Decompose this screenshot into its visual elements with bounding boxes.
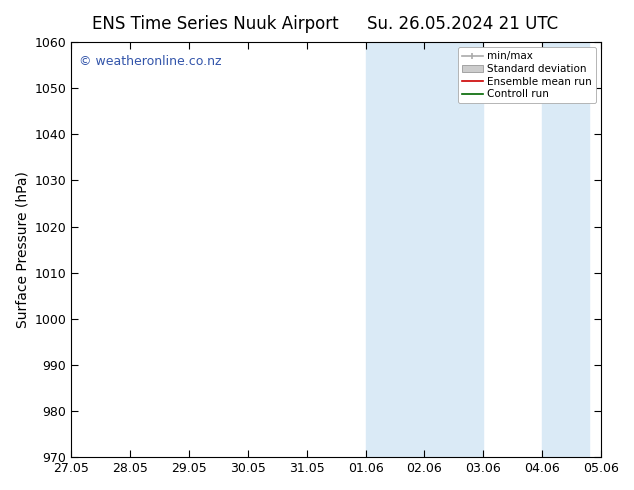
Text: Su. 26.05.2024 21 UTC: Su. 26.05.2024 21 UTC	[367, 15, 559, 33]
Bar	[542, 42, 589, 457]
Y-axis label: Surface Pressure (hPa): Surface Pressure (hPa)	[15, 171, 29, 328]
Text: © weatheronline.co.nz: © weatheronline.co.nz	[79, 54, 222, 68]
Bar	[425, 42, 483, 457]
Text: ENS Time Series Nuuk Airport: ENS Time Series Nuuk Airport	[93, 15, 339, 33]
Legend: min/max, Standard deviation, Ensemble mean run, Controll run: min/max, Standard deviation, Ensemble me…	[458, 47, 596, 103]
Bar	[366, 42, 425, 457]
